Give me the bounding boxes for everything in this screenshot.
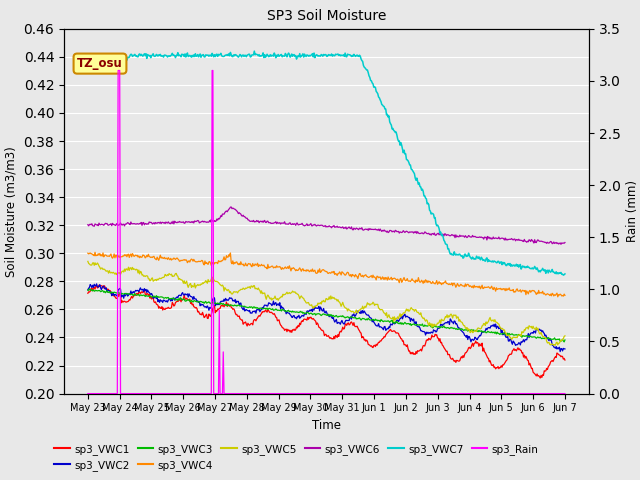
- sp3_VWC6: [84, 222, 92, 228]
- sp3_VWC3: [366, 317, 374, 323]
- sp3_VWC1: [301, 316, 308, 322]
- sp3_VWC4: [207, 263, 215, 268]
- sp3_VWC5: [561, 333, 569, 339]
- Line: sp3_VWC2: sp3_VWC2: [88, 284, 565, 352]
- sp3_VWC1: [207, 312, 215, 317]
- sp3_VWC3: [561, 337, 569, 343]
- sp3_VWC7: [207, 52, 214, 58]
- sp3_VWC6: [227, 204, 235, 210]
- sp3_Rain: [84, 391, 92, 396]
- sp3_Rain: [561, 391, 569, 396]
- sp3_Rain: [403, 391, 411, 396]
- sp3_VWC3: [560, 339, 568, 345]
- Line: sp3_Rain: sp3_Rain: [88, 71, 565, 394]
- sp3_VWC2: [561, 346, 569, 352]
- sp3_VWC1: [366, 342, 374, 348]
- Legend: sp3_VWC1, sp3_VWC2, sp3_VWC3, sp3_VWC4, sp3_VWC5, sp3_VWC6, sp3_VWC7, sp3_Rain: sp3_VWC1, sp3_VWC2, sp3_VWC3, sp3_VWC4, …: [50, 439, 543, 475]
- sp3_Rain: [169, 391, 177, 396]
- sp3_VWC5: [300, 296, 308, 301]
- X-axis label: Time: Time: [312, 419, 341, 432]
- sp3_VWC3: [403, 321, 411, 326]
- sp3_VWC5: [84, 259, 92, 264]
- sp3_VWC6: [207, 219, 214, 225]
- sp3_VWC7: [84, 60, 92, 66]
- sp3_VWC2: [84, 287, 92, 293]
- sp3_VWC1: [403, 342, 411, 348]
- Text: TZ_osu: TZ_osu: [77, 57, 123, 70]
- sp3_VWC5: [168, 274, 176, 279]
- sp3_VWC2: [444, 319, 452, 324]
- sp3_VWC4: [91, 250, 99, 255]
- Line: sp3_VWC6: sp3_VWC6: [88, 207, 565, 244]
- sp3_VWC2: [93, 281, 100, 287]
- sp3_VWC1: [169, 301, 177, 307]
- sp3_VWC4: [561, 292, 569, 298]
- sp3_VWC2: [366, 315, 374, 321]
- Title: SP3 Soil Moisture: SP3 Soil Moisture: [267, 10, 386, 24]
- sp3_VWC1: [536, 375, 544, 381]
- sp3_VWC7: [301, 51, 308, 57]
- sp3_VWC4: [301, 267, 308, 273]
- Line: sp3_VWC7: sp3_VWC7: [88, 51, 565, 275]
- Y-axis label: Rain (mm): Rain (mm): [626, 180, 639, 242]
- sp3_VWC1: [444, 352, 452, 358]
- sp3_VWC3: [301, 311, 308, 316]
- Line: sp3_VWC1: sp3_VWC1: [88, 285, 565, 378]
- sp3_VWC4: [403, 276, 411, 281]
- sp3_VWC2: [169, 295, 177, 301]
- sp3_VWC7: [366, 74, 374, 80]
- sp3_VWC6: [557, 241, 565, 247]
- sp3_Rain: [115, 68, 122, 73]
- sp3_Rain: [207, 391, 215, 396]
- Line: sp3_VWC3: sp3_VWC3: [88, 289, 565, 342]
- sp3_VWC5: [444, 312, 451, 318]
- sp3_VWC1: [95, 282, 103, 288]
- sp3_VWC1: [561, 357, 569, 363]
- sp3_Rain: [301, 391, 308, 396]
- sp3_VWC5: [207, 278, 214, 284]
- sp3_Rain: [444, 391, 452, 396]
- sp3_VWC1: [84, 290, 92, 296]
- sp3_VWC2: [207, 306, 215, 312]
- sp3_VWC3: [444, 325, 452, 331]
- sp3_VWC4: [84, 250, 92, 256]
- sp3_VWC3: [207, 301, 215, 307]
- sp3_VWC2: [301, 311, 308, 316]
- sp3_VWC7: [168, 50, 176, 56]
- Line: sp3_VWC4: sp3_VWC4: [88, 252, 565, 297]
- sp3_VWC6: [366, 227, 374, 232]
- sp3_VWC5: [550, 342, 557, 348]
- Line: sp3_VWC5: sp3_VWC5: [88, 262, 565, 345]
- sp3_VWC2: [556, 349, 564, 355]
- sp3_VWC4: [366, 274, 374, 280]
- sp3_VWC6: [301, 223, 308, 229]
- sp3_VWC7: [561, 271, 569, 277]
- sp3_VWC5: [403, 306, 410, 312]
- sp3_Rain: [366, 391, 374, 396]
- Y-axis label: Soil Moisture (m3/m3): Soil Moisture (m3/m3): [5, 146, 18, 276]
- sp3_VWC4: [444, 281, 452, 287]
- sp3_VWC3: [169, 295, 177, 301]
- sp3_VWC4: [169, 256, 177, 262]
- sp3_VWC6: [561, 240, 569, 245]
- sp3_VWC5: [365, 301, 373, 307]
- sp3_VWC2: [403, 313, 411, 319]
- sp3_VWC4: [554, 294, 562, 300]
- sp3_VWC7: [250, 48, 258, 54]
- sp3_VWC3: [86, 286, 93, 292]
- sp3_VWC7: [444, 246, 452, 252]
- sp3_VWC6: [444, 232, 452, 238]
- sp3_VWC7: [403, 157, 411, 163]
- sp3_VWC3: [84, 288, 92, 293]
- sp3_VWC6: [403, 228, 411, 234]
- sp3_VWC7: [559, 272, 567, 278]
- sp3_VWC6: [168, 220, 176, 226]
